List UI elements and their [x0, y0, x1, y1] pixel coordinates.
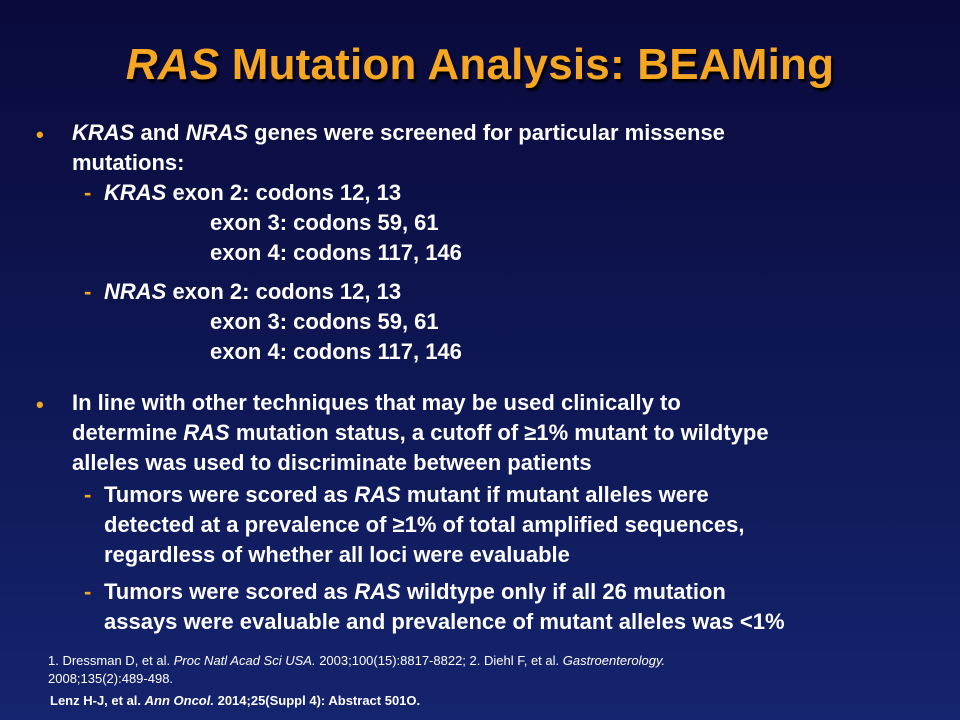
- dash-marker: -: [84, 180, 92, 205]
- gene-ras: RAS: [354, 579, 401, 604]
- text: Tumors were scored as: [104, 482, 355, 507]
- gene-kras: KRAS: [104, 180, 167, 205]
- text: and: [134, 120, 186, 145]
- nras-exon4: exon 4: codons 117, 146: [210, 339, 462, 364]
- text: wildtype only if all 26 mutation: [400, 579, 726, 604]
- bullet2-line3: alleles was used to discriminate between…: [72, 450, 592, 475]
- bullet-marker: •: [36, 122, 44, 147]
- gene-ras: RAS: [183, 420, 230, 445]
- text: Lenz H-J, et al.: [50, 693, 145, 708]
- citation: Lenz H-J, et al. Ann Oncol. 2014;25(Supp…: [50, 693, 420, 708]
- text: genes were screened for particular misse…: [248, 120, 725, 145]
- text: 2003;100(15):8817-8822; 2. Diehl F, et a…: [315, 653, 563, 668]
- journal: Gastroenterology.: [562, 653, 666, 668]
- text: determine: [72, 420, 184, 445]
- sub1-line1: Tumors were scored as RAS mutant if muta…: [104, 480, 709, 510]
- bullet2-line1: In line with other techniques that may b…: [72, 390, 681, 415]
- sub1-line3: regardless of whether all loci were eval…: [104, 542, 570, 567]
- kras-exon4: exon 4: codons 117, 146: [210, 240, 462, 265]
- text: 2014;25(Suppl 4): Abstract 501O.: [213, 693, 421, 708]
- gene-nras: NRAS: [104, 279, 167, 304]
- title-rest: Mutation Analysis: BEAMing: [219, 40, 835, 89]
- kras-exon3: exon 3: codons 59, 61: [210, 210, 439, 235]
- bullet-marker: •: [36, 392, 44, 417]
- text: mutation status, a cutoff of ≥1% mutant …: [229, 420, 769, 445]
- journal: Ann Oncol.: [144, 693, 214, 708]
- text: 1. Dressman D, et al.: [48, 653, 174, 668]
- bullet2-line2: determine RAS mutation status, a cutoff …: [72, 418, 769, 448]
- kras-exon2: KRAS exon 2: codons 12, 13: [104, 178, 401, 208]
- text: Tumors were scored as: [104, 579, 355, 604]
- bullet1-line1: KRAS and NRAS genes were screened for pa…: [72, 118, 725, 148]
- journal: Proc Natl Acad Sci USA.: [173, 653, 316, 668]
- reference-line1: 1. Dressman D, et al. Proc Natl Acad Sci…: [48, 651, 665, 670]
- sub2-line2: assays were evaluable and prevalence of …: [104, 609, 785, 634]
- text: mutant if mutant alleles were: [400, 482, 709, 507]
- dash-marker: -: [84, 579, 92, 604]
- text: exon 2: codons 12, 13: [166, 180, 402, 205]
- dash-marker: -: [84, 482, 92, 507]
- bullet1-line2: mutations:: [72, 150, 185, 175]
- nras-exon2: NRAS exon 2: codons 12, 13: [104, 277, 401, 307]
- sub2-line1: Tumors were scored as RAS wildtype only …: [104, 577, 726, 607]
- nras-exon3: exon 3: codons 59, 61: [210, 309, 439, 334]
- gene-nras: NRAS: [185, 120, 249, 145]
- title-gene: RAS: [125, 40, 220, 89]
- dash-marker: -: [84, 279, 92, 304]
- gene-kras: KRAS: [72, 120, 135, 145]
- text: exon 2: codons 12, 13: [166, 279, 402, 304]
- slide-title: RAS Mutation Analysis: BEAMing: [0, 40, 960, 90]
- gene-ras: RAS: [354, 482, 401, 507]
- sub1-line2: detected at a prevalence of ≥1% of total…: [104, 512, 745, 537]
- reference-line2: 2008;135(2):489-498.: [48, 671, 174, 686]
